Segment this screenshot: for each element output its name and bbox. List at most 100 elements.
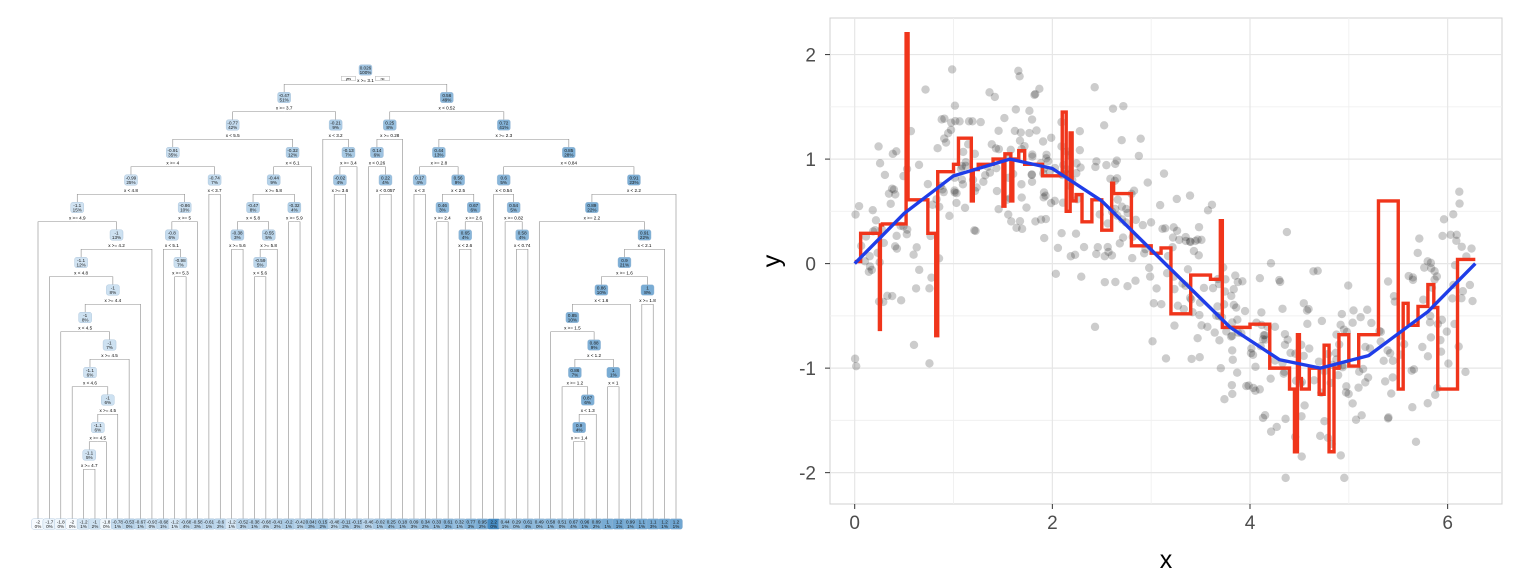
data-point — [1388, 356, 1398, 365]
data-point — [950, 186, 959, 195]
tree-split-label: x >= 5.9 — [286, 215, 303, 220]
data-point — [1341, 388, 1351, 397]
data-point — [1260, 411, 1270, 420]
tree-node-pct: 5% — [86, 455, 93, 460]
tree-branch — [516, 248, 523, 519]
y-tick-label: 2 — [805, 46, 816, 67]
tree-node-pct: 3% — [308, 524, 315, 529]
tree-node-pct: 4% — [388, 524, 395, 529]
tree-node-pct: 4% — [183, 524, 190, 529]
tree-branch — [109, 358, 130, 519]
tree-node-pct: 1% — [137, 524, 144, 529]
tree-node-pct: 5% — [510, 208, 517, 213]
data-point — [1299, 351, 1308, 361]
tree-branch — [237, 221, 254, 230]
tree-node-value: 0.85 — [564, 148, 573, 153]
tree-branch — [591, 221, 645, 230]
tree-node-pct: 21% — [620, 263, 629, 268]
tree-node-value: -0.02 — [335, 175, 346, 180]
data-point — [957, 175, 967, 184]
scatter-plot: 0 2 4 6 -2 -1 0 1 2 x y — [760, 17, 1503, 574]
data-point — [1092, 249, 1101, 259]
tree-branch — [442, 221, 449, 519]
data-point — [1348, 399, 1357, 408]
data-point — [1053, 243, 1063, 253]
tree-node-value: -0.52 — [238, 519, 249, 524]
data-point — [979, 177, 988, 186]
tree-node-value: -0.11 — [341, 519, 352, 524]
data-point — [912, 243, 921, 252]
tree-branch — [232, 111, 285, 120]
tree-branch — [365, 83, 448, 93]
data-point — [1117, 202, 1127, 211]
data-point — [1172, 226, 1182, 236]
data-point — [1423, 399, 1432, 408]
data-point — [1275, 275, 1284, 285]
data-point — [1011, 105, 1021, 114]
data-point — [1299, 299, 1308, 308]
tree-node-pct: 0% — [365, 524, 372, 529]
tree-branch — [436, 221, 443, 519]
smooth-line — [853, 157, 1477, 370]
data-point — [1103, 219, 1113, 228]
tree-split-label: x >= 4.2 — [108, 243, 125, 248]
tree-node-pct: 1% — [604, 524, 611, 529]
tree-node — [225, 119, 240, 131]
tree-node-value: -1.1 — [85, 450, 93, 455]
data-point — [884, 189, 894, 198]
tree-node — [587, 339, 601, 351]
tree-node — [383, 119, 397, 131]
tree-node-pct: 51% — [280, 98, 289, 103]
tree-split-label: x >= 3.1 — [357, 78, 374, 83]
tree-branch — [601, 276, 625, 285]
data-point — [1426, 258, 1436, 268]
tree-branch — [503, 166, 569, 175]
tree-branch — [419, 193, 426, 519]
data-point — [1444, 359, 1453, 368]
tree-split-label: x >= 3.6 — [332, 188, 349, 193]
data-point — [985, 168, 995, 177]
tree-branch — [171, 221, 185, 230]
y-axis-title: y — [760, 254, 786, 267]
data-point — [1102, 160, 1111, 170]
tree-node-pct: 1% — [456, 524, 463, 529]
data-point — [970, 226, 979, 235]
tree-split-label: x < 3.2 — [329, 133, 343, 138]
data-point — [1407, 366, 1416, 375]
tree-node-value: -0.99 — [126, 175, 137, 180]
data-point — [992, 186, 1002, 196]
tree-node-value: -0.32 — [287, 148, 298, 153]
data-point — [1302, 306, 1312, 315]
tree-node-pct: 9% — [591, 345, 598, 350]
tree-branch — [130, 193, 185, 203]
tree-node — [568, 367, 582, 378]
data-point — [1240, 306, 1250, 316]
data-point — [1107, 251, 1117, 260]
data-point — [1185, 237, 1195, 246]
data-point — [1071, 229, 1081, 238]
tree-node-pct: 0% — [35, 524, 42, 529]
data-point — [1185, 191, 1195, 200]
tree-split-label: x < 2.2 — [627, 188, 641, 193]
data-point — [1161, 354, 1171, 363]
tree-node — [562, 147, 576, 158]
data-point — [1455, 199, 1464, 208]
data-point — [1344, 281, 1353, 290]
data-point — [1111, 277, 1120, 287]
tree-branch — [97, 413, 108, 423]
tree-branch — [85, 331, 110, 340]
data-point — [947, 65, 957, 74]
tree-node-pct: 7% — [572, 373, 579, 378]
tree-branch — [568, 166, 635, 175]
tree-node — [594, 284, 609, 296]
tree-branch — [252, 193, 274, 203]
data-point — [1194, 251, 1203, 260]
data-point — [1349, 306, 1358, 315]
tree-node-pct: 8% — [386, 125, 393, 130]
tree-node — [617, 257, 632, 268]
data-point — [1351, 415, 1361, 424]
tree-node-pct: 1% — [171, 524, 178, 529]
tree-node-pct: 3% — [411, 524, 418, 529]
tree-branch — [601, 303, 631, 519]
